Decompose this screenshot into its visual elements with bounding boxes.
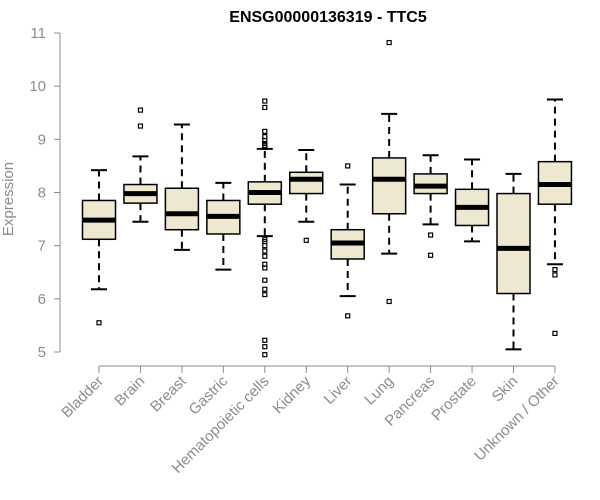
outlier-point [262, 253, 268, 259]
outlier-point [262, 98, 268, 104]
outlier-point [96, 320, 102, 326]
box-lung [371, 39, 407, 305]
box-prostate [454, 158, 490, 243]
y-tick-label: 10 [29, 78, 46, 95]
y-tick-label: 8 [38, 185, 46, 202]
box-unknown-other [537, 98, 573, 336]
outlier-point [386, 39, 392, 46]
outlier-point [262, 277, 268, 283]
outlier-point [428, 252, 434, 258]
outlier-point [386, 298, 392, 305]
outlier-point [262, 137, 268, 143]
outlier-point [303, 237, 309, 243]
outlier-point [262, 291, 268, 298]
outlier-point [428, 232, 434, 238]
outlier-point [262, 128, 268, 134]
boxes [81, 39, 573, 358]
box-bladder [81, 169, 117, 326]
outlier-point [262, 144, 268, 150]
outlier-point [552, 272, 558, 278]
outlier-point [345, 163, 351, 169]
y-tick-label: 7 [38, 238, 46, 255]
outlier-point [552, 266, 558, 273]
box-liver [330, 163, 365, 319]
x-tick-label: Brain [111, 373, 148, 410]
box-pancreas [413, 154, 448, 258]
outlier-point [262, 243, 268, 249]
x-tick-label: Breast [147, 372, 190, 415]
x-tick-label: Liver [321, 373, 356, 408]
box-skin [496, 172, 531, 351]
outlier-point [262, 104, 268, 111]
box-brain [123, 107, 158, 223]
x-tick-label: Bladder [58, 373, 107, 422]
outlier-point [552, 330, 558, 336]
outlier-point [345, 313, 351, 319]
outlier-point [262, 248, 268, 254]
outlier-point [262, 344, 268, 350]
outlier-point [262, 265, 268, 271]
x-tick-label: Prostate [428, 373, 480, 425]
chart-title: ENSG00000136319 - TTC5 [229, 9, 427, 26]
iqr-box [164, 187, 200, 231]
outlier-point [137, 107, 144, 113]
outlier-point [262, 352, 268, 358]
iqr-box [371, 157, 407, 215]
y-tick-label: 11 [30, 25, 46, 42]
outlier-point [262, 286, 268, 292]
box-kidney [289, 148, 324, 243]
y-axis-label: Expression [0, 162, 17, 236]
iqr-box [496, 192, 531, 295]
box-breast [164, 123, 200, 251]
y-tick-label: 6 [38, 291, 46, 308]
x-tick-label: Kidney [270, 372, 315, 417]
outlier-point [137, 123, 144, 129]
iqr-box [289, 171, 324, 195]
outlier-point [262, 337, 268, 343]
x-tick-label: Skin [489, 373, 522, 406]
box-hematopoietic-cells [247, 98, 283, 358]
y-tick-label: 5 [38, 344, 46, 361]
y-tick-label: 9 [38, 131, 46, 148]
x-tick-label: Lung [361, 373, 397, 409]
box-gastric [206, 181, 241, 271]
